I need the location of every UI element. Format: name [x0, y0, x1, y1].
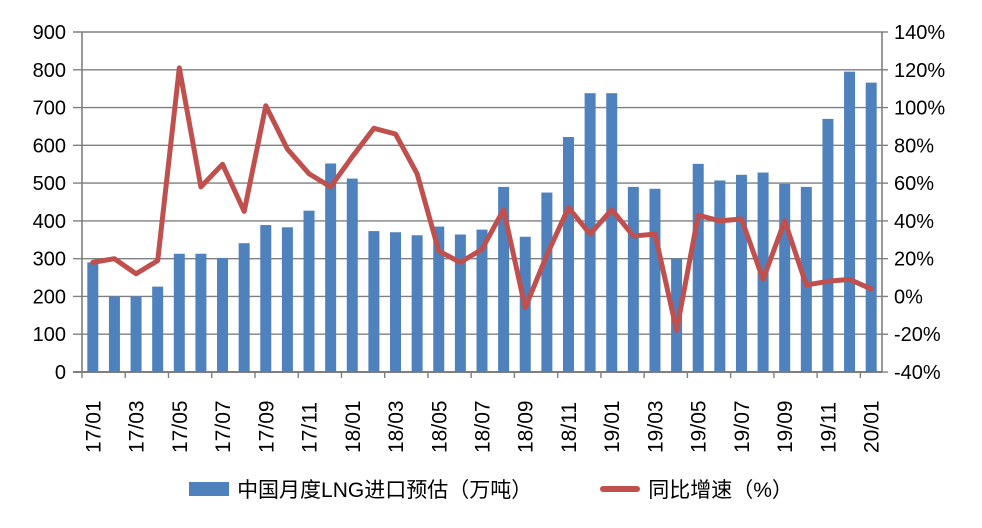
bar-17/05	[173, 253, 185, 372]
legend-item-bar-series: 中国月度LNG进口预估（万吨）	[189, 474, 532, 504]
right-axis-tick-label: 120%	[894, 60, 945, 82]
left-axis-tick-label: 200	[33, 286, 66, 308]
right-axis-tick-label: 100%	[894, 98, 945, 120]
bar-19/01	[606, 93, 618, 372]
x-axis-label: 17/11	[299, 402, 322, 453]
left-axis-tick-label: 400	[33, 211, 66, 233]
x-axis-label: 19/07	[731, 400, 754, 453]
bar-18/08	[498, 186, 510, 372]
x-axis-label: 19/09	[774, 400, 797, 453]
bar-18/11	[562, 137, 574, 372]
bar-17/06	[195, 253, 207, 372]
x-axis-label: 18/07	[472, 400, 495, 453]
bar-17/08	[238, 243, 250, 372]
bar-18/07	[476, 229, 488, 372]
line-series-label: 同比增速（%）	[648, 479, 793, 502]
bar-18/10	[541, 192, 553, 372]
bar-18/01	[346, 178, 358, 372]
right-axis-tick-label: 40%	[894, 211, 934, 233]
x-axis-label: 17/07	[212, 400, 235, 453]
right-axis-tick-label: -20%	[894, 324, 941, 346]
left-axis-tick-label: 0	[55, 362, 66, 384]
bar-17/07	[217, 257, 229, 372]
bar-series-label: 中国月度LNG进口预估（万吨）	[237, 479, 533, 502]
bar-17/03	[130, 296, 142, 372]
bar-19/09	[779, 183, 791, 372]
x-axis-label: 17/01	[82, 400, 105, 453]
chart-legend: 中国月度LNG进口预估（万吨） 同比增速（%）	[0, 466, 982, 512]
x-axis-label: 20/01	[861, 400, 884, 453]
left-axis-tick-label: 800	[33, 60, 66, 82]
bar-17/04	[152, 286, 164, 372]
x-axis-label: 17/05	[169, 400, 192, 453]
left-axis-tick-label: 500	[33, 173, 66, 195]
bar-19/02	[627, 186, 639, 372]
bar-17/10	[281, 227, 293, 372]
x-axis-label: 18/11	[558, 402, 581, 453]
combo-chart-plot: 0 -40% 100 -20% 200 0% 300 20% 400 40% 500 60% 600 80…	[33, 22, 946, 453]
bar-20/01	[865, 82, 877, 372]
bar-19/06	[714, 180, 726, 372]
right-axis-tick-label: -40%	[894, 362, 941, 384]
x-axis-label: 19/03	[644, 400, 667, 453]
left-axis-tick-label: 600	[33, 135, 66, 157]
growth-line	[90, 65, 874, 333]
right-axis-tick-label: 0%	[894, 286, 923, 308]
bar-19/12	[844, 71, 856, 373]
bar-18/02	[368, 231, 380, 372]
right-axis-tick-label: 80%	[894, 135, 934, 157]
legend-item-line-series: 同比增速（%）	[600, 474, 793, 504]
bar-18/03	[390, 232, 402, 372]
bar-17/11	[303, 210, 315, 372]
bar-17/12	[325, 163, 337, 372]
x-axis-label: 19/11	[817, 402, 840, 453]
x-axis-label: 18/01	[342, 400, 365, 453]
left-axis-tick-label: 300	[33, 249, 66, 271]
x-axis-label: 19/05	[688, 400, 711, 453]
bar-19/07	[735, 174, 747, 372]
x-axis-label: 18/05	[428, 400, 451, 453]
left-axis-tick-label: 100	[33, 324, 66, 346]
bar-series-swatch-icon	[189, 482, 230, 496]
x-axis-label: 18/09	[515, 400, 538, 453]
left-axis-tick-label: 700	[33, 98, 66, 120]
x-axis-label: 19/01	[601, 400, 624, 453]
bar-17/09	[260, 225, 272, 372]
right-axis-tick-label: 20%	[894, 249, 934, 271]
left-axis-tick-label: 900	[33, 22, 66, 44]
bar-17/01	[87, 262, 99, 372]
bar-18/06	[454, 234, 466, 372]
x-axis-label: 17/09	[255, 400, 278, 453]
x-axis-label: 18/03	[385, 400, 408, 453]
line-series-swatch-icon	[600, 486, 641, 492]
bar-19/05	[692, 163, 704, 372]
bar-19/11	[822, 118, 834, 372]
bar-18/04	[411, 235, 423, 372]
x-axis-label: 17/03	[126, 400, 149, 453]
right-axis-tick-label: 60%	[894, 173, 934, 195]
bar-18/05	[433, 226, 445, 372]
right-axis-tick-label: 140%	[894, 22, 945, 44]
bar-19/04	[671, 258, 683, 372]
bar-17/02	[108, 296, 120, 372]
bar-19/03	[649, 188, 661, 372]
